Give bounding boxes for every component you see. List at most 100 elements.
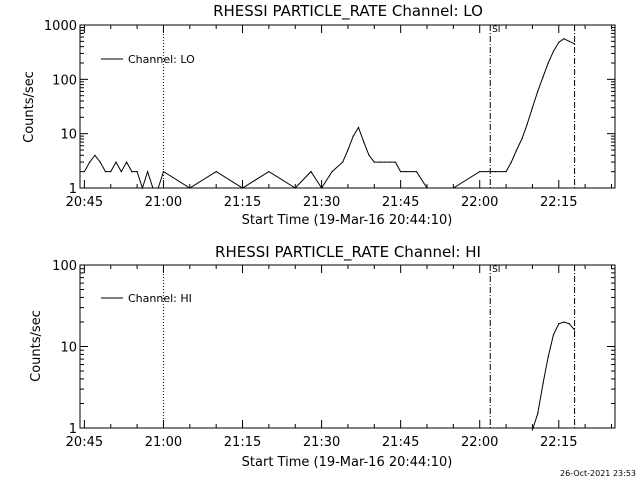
x-axis-hi: 20:45 21:00 21:15 21:30 21:45 22:00 22:15 <box>66 265 612 450</box>
data-point-lo <box>162 171 165 173</box>
x-tick-label-hi: 21:30 <box>303 435 340 450</box>
data-point-lo <box>400 171 402 173</box>
data-point-lo <box>494 171 497 173</box>
data-point-lo <box>573 43 576 45</box>
data-point-lo <box>357 126 360 129</box>
x-tick-label-hi: 21:15 <box>224 435 261 450</box>
data-point-lo <box>320 187 323 189</box>
data-point-lo <box>120 171 122 173</box>
series-line-lo <box>83 38 575 190</box>
data-point-lo <box>347 149 349 151</box>
markers-hi: SI <box>162 265 576 428</box>
panel-lo: RHESSI PARTICLE_RATE Channel: LO 1101001… <box>22 2 616 228</box>
plot-frame-hi <box>79 264 616 429</box>
data-point-lo <box>368 154 370 156</box>
y-tick-label-lo: 1 <box>69 182 77 197</box>
flag-label-lo: SI <box>492 25 500 35</box>
y-tick-label-lo: 100 <box>52 73 77 88</box>
data-point-lo <box>394 161 396 163</box>
data-point-lo <box>452 187 454 189</box>
data-point-lo <box>558 41 560 43</box>
data-point-lo <box>389 161 391 163</box>
data-point-hi <box>558 323 560 325</box>
data-point-lo <box>215 171 217 173</box>
chart-title-hi: RHESSI PARTICLE_RATE Channel: HI <box>215 243 481 262</box>
data-point-hi <box>531 429 534 431</box>
y-axis-hi: 1 10 100 <box>52 259 615 437</box>
x-tick-label-lo: 22:15 <box>540 195 577 210</box>
data-point-lo <box>510 161 512 163</box>
y-axis-lo: 1 10 100 1000 <box>44 19 615 197</box>
chart-title-lo: RHESSI PARTICLE_RATE Channel: LO <box>213 2 483 21</box>
data-point-lo <box>152 187 154 189</box>
data-point-lo <box>104 171 107 173</box>
panel-hi: RHESSI PARTICLE_RATE Channel: HI 110100 … <box>29 243 616 470</box>
flag-label-hi: SI <box>492 265 500 275</box>
data-point-lo <box>125 161 128 163</box>
y-tick-label-hi: 10 <box>60 341 77 356</box>
x-axis-label-hi: Start Time (19-Mar-16 20:44:10) <box>242 455 453 470</box>
data-point-lo <box>542 76 544 78</box>
data-point-lo <box>363 141 365 143</box>
data-point-lo <box>294 187 296 189</box>
data-point-lo <box>342 161 344 163</box>
data-point-lo <box>157 187 159 189</box>
x-tick-label-lo: 20:45 <box>66 195 103 210</box>
data-point-lo <box>384 161 386 163</box>
data-point-lo <box>110 171 112 173</box>
data-point-lo <box>241 187 244 189</box>
x-tick-label-lo: 21:45 <box>382 195 419 210</box>
data-point-lo <box>373 161 375 163</box>
x-tick-label-lo: 21:15 <box>224 195 261 210</box>
data-point-lo <box>141 187 143 189</box>
data-point-lo <box>563 38 565 40</box>
data-point-lo <box>310 171 312 173</box>
legend-label-lo: Channel: LO <box>128 53 195 66</box>
data-point-lo <box>405 171 407 173</box>
y-tick-label-lo: 1000 <box>44 19 77 34</box>
x-axis-lo: 20:45 21:00 21:15 21:30 21:45 22:00 22:15 <box>66 25 612 210</box>
data-point-lo <box>115 161 117 163</box>
x-tick-label-hi: 22:00 <box>461 435 498 450</box>
x-tick-label-hi: 21:00 <box>145 435 182 450</box>
y-tick-label-hi: 100 <box>52 259 77 274</box>
x-tick-label-hi: 21:45 <box>382 435 419 450</box>
y-tick-label-lo: 10 <box>60 128 77 143</box>
data-point-lo <box>378 161 381 163</box>
data-point-hi <box>542 383 544 385</box>
data-point-lo <box>136 171 138 173</box>
markers-lo: SI <box>162 25 576 188</box>
data-point-lo <box>531 107 534 109</box>
data-point-lo <box>426 187 428 189</box>
data-point-hi <box>563 321 565 323</box>
data-point-lo <box>537 90 539 92</box>
x-tick-label-hi: 20:45 <box>66 435 103 450</box>
data-point-lo <box>131 171 133 173</box>
data-point-lo <box>415 171 418 173</box>
data-point-lo <box>552 50 555 52</box>
data-point-lo <box>568 40 570 42</box>
x-tick-label-lo: 22:00 <box>461 195 498 210</box>
x-tick-label-lo: 21:00 <box>145 195 182 210</box>
x-tick-label-hi: 22:15 <box>540 435 577 450</box>
footer-timestamp: 26-Oct-2021 23:53 <box>560 469 636 478</box>
data-point-lo <box>89 161 91 163</box>
data-point-hi <box>547 356 549 358</box>
data-point-hi <box>573 329 576 331</box>
data-point-lo <box>331 171 333 173</box>
data-point-hi <box>552 333 555 336</box>
plot-frame-lo <box>79 24 616 189</box>
data-point-lo <box>268 171 270 173</box>
data-point-lo <box>479 171 481 173</box>
data-point-lo <box>352 135 354 137</box>
y-tick-label-hi: 1 <box>69 422 77 437</box>
data-point-hi <box>568 323 570 325</box>
x-axis-label-lo: Start Time (19-Mar-16 20:44:10) <box>242 213 453 228</box>
x-tick-label-lo: 21:30 <box>303 195 340 210</box>
data-point-lo <box>516 149 518 151</box>
data-point-lo <box>505 171 507 173</box>
y-axis-label-lo: Counts/sec <box>22 71 37 143</box>
data-point-lo <box>99 161 101 163</box>
